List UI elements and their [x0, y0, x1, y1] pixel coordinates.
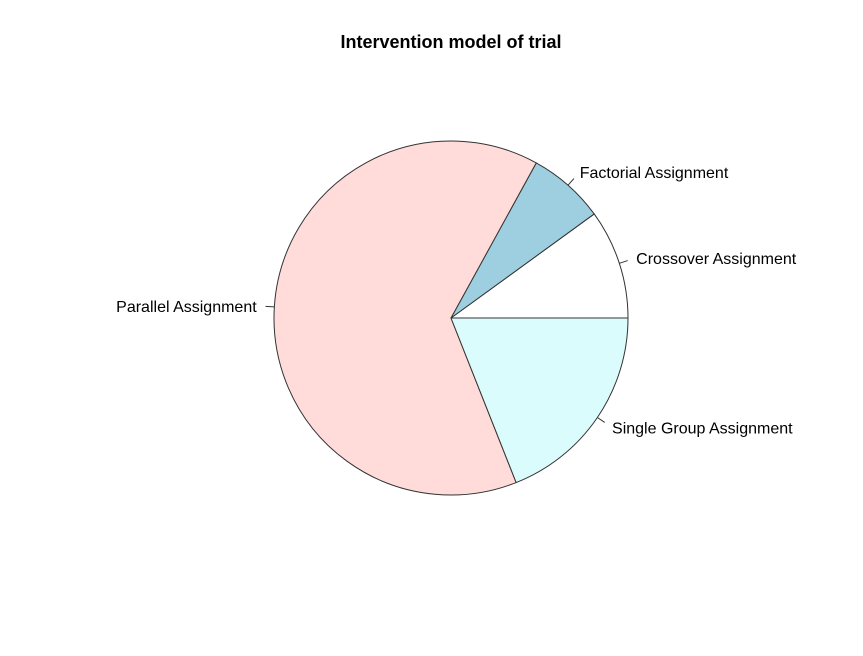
pie-labels: Crossover Assignment Factorial Assignment… — [116, 165, 797, 437]
pie-label-tick — [567, 178, 575, 186]
pie-label-tick — [597, 417, 605, 423]
pie-slice-label: Single Group Assignment — [612, 420, 793, 437]
pie-slice-label: Factorial Assignment — [580, 165, 729, 182]
chart-title: Intervention model of trial — [340, 32, 561, 52]
pie-slice-label: Crossover Assignment — [636, 251, 797, 268]
pie-label-tick — [619, 260, 628, 264]
pie-label-tick — [265, 305, 275, 308]
pie-slices — [273, 140, 629, 496]
pie-slice — [449, 213, 629, 319]
pie-slice — [273, 140, 537, 496]
pie-slice-label: Parallel Assignment — [116, 299, 257, 316]
